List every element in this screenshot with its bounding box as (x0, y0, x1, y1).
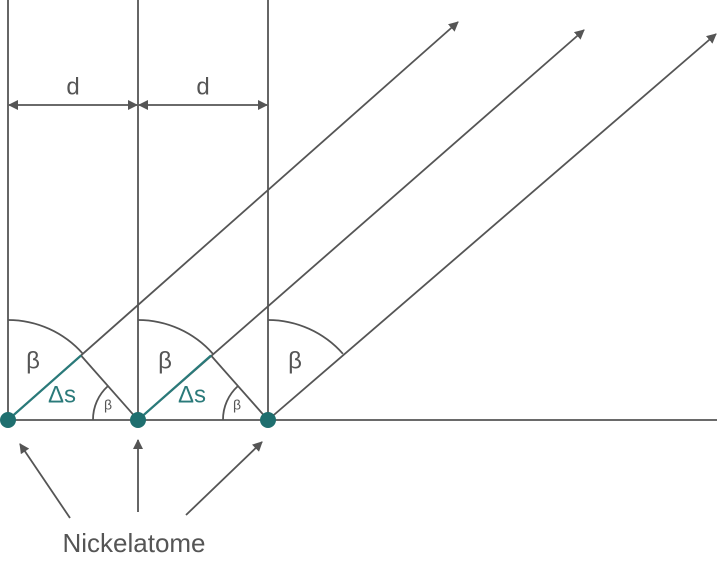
atoms (0, 412, 276, 428)
perpendiculars (7, 354, 269, 421)
path-difference-label: Δs (178, 381, 206, 408)
atoms-label: Nickelatome (62, 528, 205, 558)
angle-arcs (7, 319, 344, 421)
pointer-arrows (19, 439, 263, 519)
angle-label: β (26, 347, 40, 374)
small-angle-label: β (104, 397, 112, 413)
rays (7, 21, 717, 421)
small-angle-label: β (233, 397, 241, 413)
path-difference-label: Δs (48, 381, 76, 408)
spacing-label: d (196, 73, 209, 100)
angle-label: β (158, 347, 172, 374)
lattice-lines (7, 0, 717, 421)
spacing-label: d (66, 73, 79, 100)
angle-label: β (288, 347, 302, 374)
